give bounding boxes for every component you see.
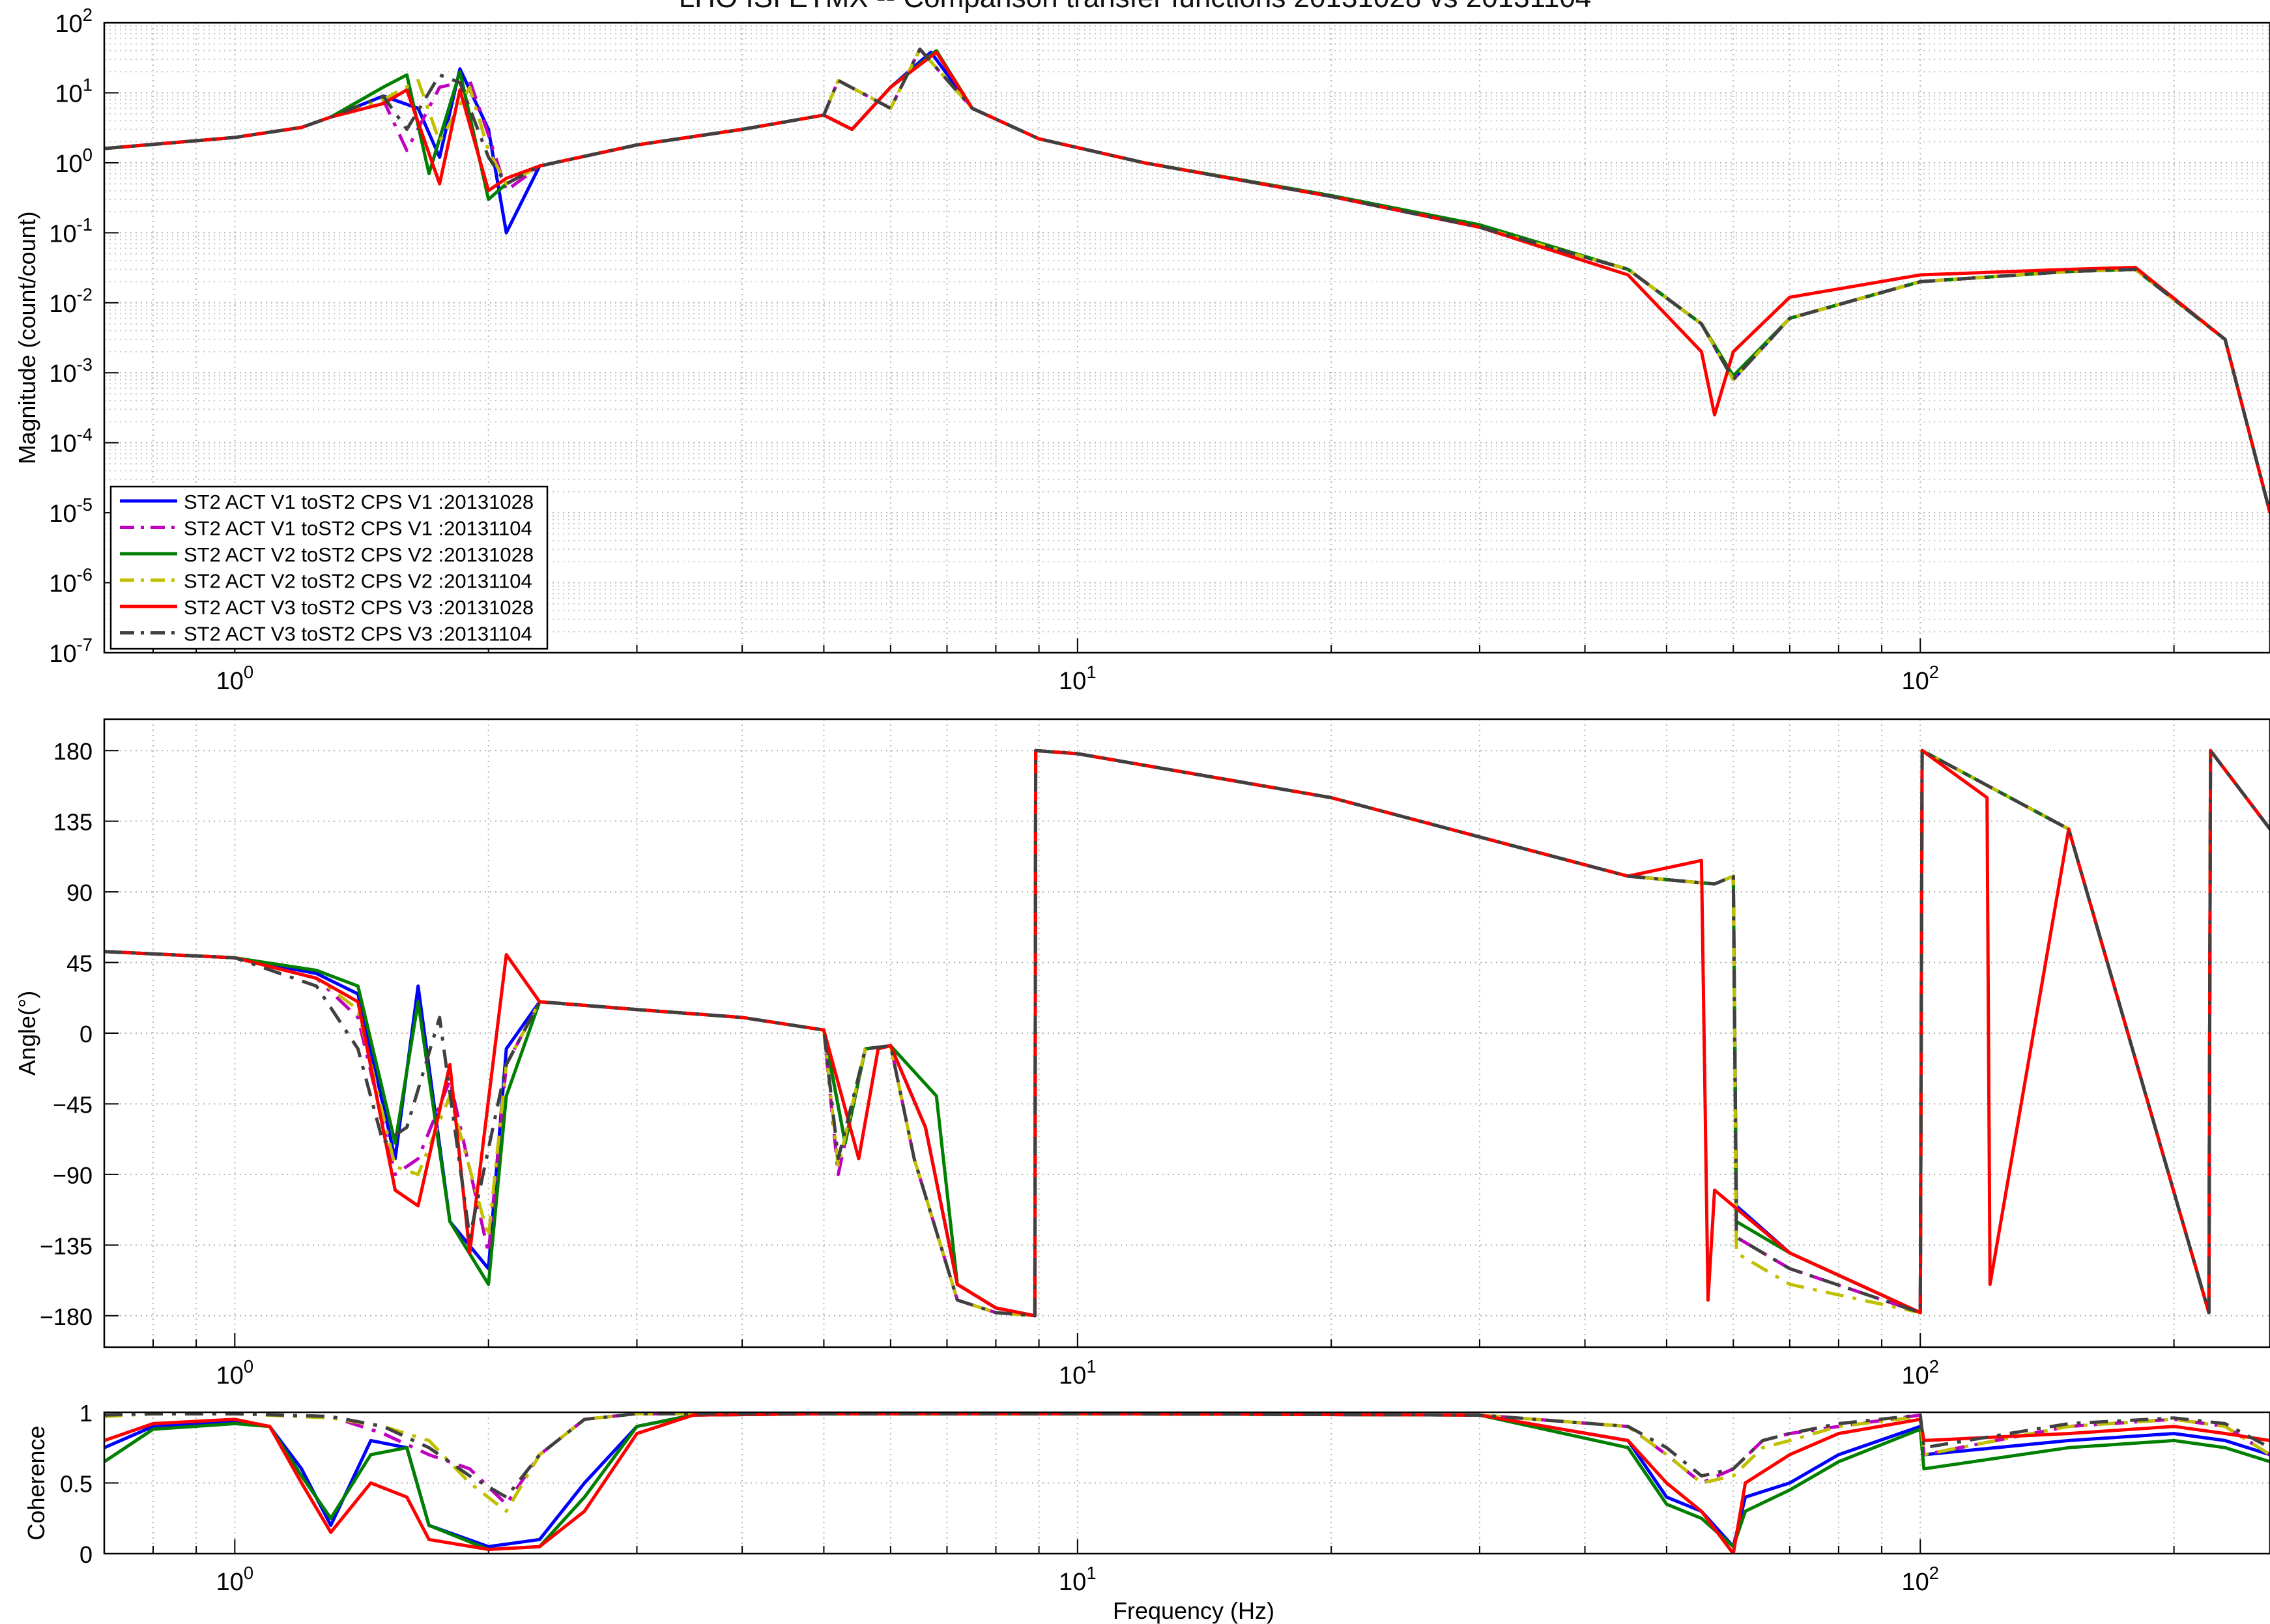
series-line-6 [104, 48, 2270, 513]
series-line-4 [104, 48, 2270, 513]
series-group [104, 748, 2270, 1318]
x-tick-label: 100 [216, 662, 254, 695]
x-tick-label: 100 [216, 1356, 254, 1389]
x-axis-label: Frequency (Hz) [1113, 1597, 1274, 1624]
series-line-6 [104, 748, 2270, 1318]
coherence-panel: 0 0.5 1 100 101 102 Coherence Frequency (Hz) [23, 1400, 2270, 1624]
axes-frame [103, 21, 2270, 654]
y-axis-label: Coherence [23, 1425, 50, 1540]
legend-box [109, 485, 549, 650]
legend-label-1: ST2 ACT V1 toST2 CPS V1 :20131028 [184, 491, 534, 513]
y-tick-label: −90 [53, 1162, 93, 1189]
axes-frame [103, 718, 2270, 1348]
series-line-4 [104, 1412, 2270, 1513]
x-tick-label: 101 [1059, 1356, 1097, 1389]
x-tick-label: 100 [216, 1563, 254, 1596]
x-tick-label: 102 [1902, 1563, 1940, 1596]
x-tick-label: 101 [1059, 1563, 1097, 1596]
y-tick-label: 10-6 [49, 564, 93, 597]
y-tick-label: 10-2 [49, 285, 93, 318]
y-tick-label: 10-1 [49, 214, 93, 248]
y-tick-label: 135 [53, 809, 93, 836]
y-tick-label: 1 [79, 1400, 93, 1427]
series-line-4 [104, 748, 2270, 1318]
y-axis-label: Magnitude (count/count) [14, 211, 40, 464]
legend-label-5: ST2 ACT V3 toST2 CPS V3 :20131028 [184, 596, 534, 619]
y-tick-label: 10-7 [49, 634, 93, 668]
x-tick-label: 102 [1902, 1356, 1940, 1389]
x-tick-label: 102 [1902, 662, 1940, 695]
y-tick-label: 0.5 [60, 1471, 93, 1498]
chart-title: LHO ISI ETMX -- Comparison transfer func… [0, 0, 2270, 14]
y-tick-label: −180 [40, 1303, 93, 1330]
series-line-5 [104, 1412, 2270, 1554]
legend: ST2 ACT V1 toST2 CPS V1 :20131028 ST2 ACT… [109, 485, 549, 650]
y-tick-label: 102 [55, 5, 93, 38]
y-tick-label: 0 [79, 1541, 93, 1568]
y-tick-label: 101 [55, 74, 93, 107]
y-tick-label: 90 [66, 879, 93, 906]
legend-label-3: ST2 ACT V2 toST2 CPS V2 :20131028 [184, 543, 534, 566]
y-tick-label: 100 [55, 145, 93, 178]
phase-panel: 180 135 90 45 0 −45 −90 −135 −180 100 101 102 Angle(… [14, 718, 2270, 1389]
y-tick-label: 10-4 [49, 425, 93, 458]
grid [104, 1412, 2270, 1554]
series-line-5 [104, 50, 2270, 513]
y-tick-label: 0 [79, 1021, 93, 1047]
y-tick-label: −45 [53, 1091, 93, 1118]
y-tick-label: −135 [40, 1232, 93, 1259]
y-tick-label: 10-3 [49, 354, 93, 388]
series-line-3 [104, 1412, 2270, 1551]
series-line-2 [104, 1412, 2270, 1506]
series-line-6 [104, 1412, 2270, 1499]
axes-frame [103, 1411, 2270, 1555]
y-tick-label: 180 [53, 738, 93, 765]
legend-label-6: ST2 ACT V3 toST2 CPS V3 :20131104 [184, 623, 532, 646]
grid [104, 719, 2270, 1347]
legend-label-4: ST2 ACT V2 toST2 CPS V2 :20131104 [184, 570, 532, 593]
legend-label-2: ST2 ACT V1 toST2 CPS V1 :20131104 [184, 517, 532, 540]
x-tick-label: 101 [1059, 662, 1097, 695]
series-group [104, 1412, 2270, 1554]
y-axis-label: Angle(°) [14, 991, 40, 1076]
y-tick-label: 45 [66, 950, 93, 977]
y-tick-label: 10-5 [49, 494, 93, 528]
series-group [104, 48, 2270, 513]
